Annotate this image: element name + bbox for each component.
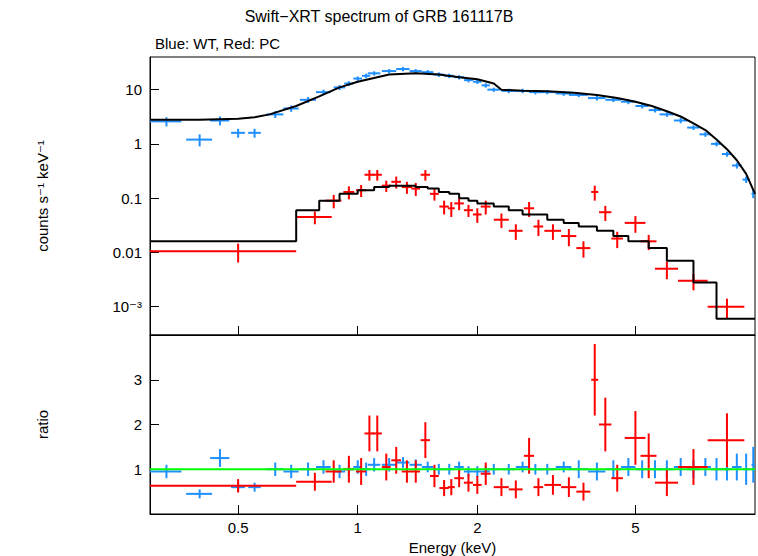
svg-text:2: 2 bbox=[134, 416, 142, 433]
svg-text:10⁻³: 10⁻³ bbox=[112, 298, 142, 315]
svg-text:Blue: WT, Red: PC: Blue: WT, Red: PC bbox=[155, 35, 280, 52]
svg-text:3: 3 bbox=[134, 371, 142, 388]
svg-text:0.5: 0.5 bbox=[228, 519, 249, 536]
svg-text:10: 10 bbox=[125, 81, 142, 98]
svg-text:2: 2 bbox=[473, 519, 481, 536]
svg-text:5: 5 bbox=[631, 519, 639, 536]
svg-text:1: 1 bbox=[134, 461, 142, 478]
svg-text:1: 1 bbox=[354, 519, 362, 536]
svg-text:Swift−XRT spectrum of GRB 1611: Swift−XRT spectrum of GRB 161117B bbox=[245, 8, 514, 25]
svg-text:0.1: 0.1 bbox=[121, 190, 142, 207]
svg-text:counts s⁻¹ keV⁻¹: counts s⁻¹ keV⁻¹ bbox=[34, 140, 51, 252]
svg-text:Energy (keV): Energy (keV) bbox=[409, 539, 497, 556]
svg-text:ratio: ratio bbox=[34, 410, 51, 439]
svg-text:1: 1 bbox=[134, 135, 142, 152]
svg-text:0.01: 0.01 bbox=[113, 244, 142, 261]
